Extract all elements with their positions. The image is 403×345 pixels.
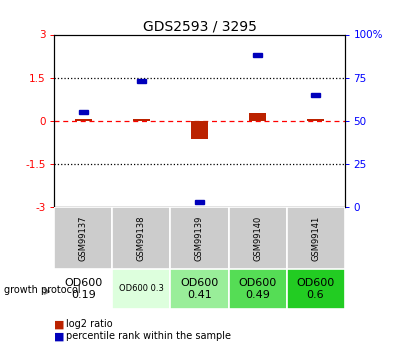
Text: GSM99141: GSM99141: [311, 215, 320, 261]
Bar: [54, 207, 112, 269]
Bar: [249, 113, 266, 121]
Text: ■: ■: [54, 319, 65, 329]
Bar: [287, 269, 345, 309]
Bar: [170, 207, 229, 269]
Text: OD600
0.19: OD600 0.19: [64, 278, 102, 300]
Bar: [54, 269, 112, 309]
Text: GSM99137: GSM99137: [79, 215, 88, 261]
Title: GDS2593 / 3295: GDS2593 / 3295: [143, 19, 256, 33]
Bar: [137, 79, 146, 83]
Bar: [75, 119, 92, 121]
Text: GSM99140: GSM99140: [253, 215, 262, 261]
Text: OD600
0.41: OD600 0.41: [181, 278, 218, 300]
Bar: [229, 207, 287, 269]
Bar: [112, 207, 170, 269]
Bar: [307, 119, 324, 121]
Bar: [133, 119, 150, 121]
Bar: [170, 269, 229, 309]
Text: growth protocol: growth protocol: [4, 286, 81, 295]
Text: percentile rank within the sample: percentile rank within the sample: [66, 332, 231, 341]
Text: GSM99139: GSM99139: [195, 215, 204, 261]
Text: OD600
0.49: OD600 0.49: [239, 278, 276, 300]
Text: ■: ■: [54, 332, 65, 341]
Bar: [253, 53, 262, 57]
Bar: [229, 269, 287, 309]
Bar: [195, 200, 204, 204]
Bar: [191, 121, 208, 139]
Text: OD600
0.6: OD600 0.6: [297, 278, 334, 300]
Text: log2 ratio: log2 ratio: [66, 319, 113, 329]
Text: OD600 0.3: OD600 0.3: [119, 284, 164, 294]
Bar: [79, 110, 88, 114]
Bar: [112, 269, 170, 309]
Bar: [287, 207, 345, 269]
Text: GSM99138: GSM99138: [137, 215, 146, 261]
Bar: [311, 93, 320, 97]
